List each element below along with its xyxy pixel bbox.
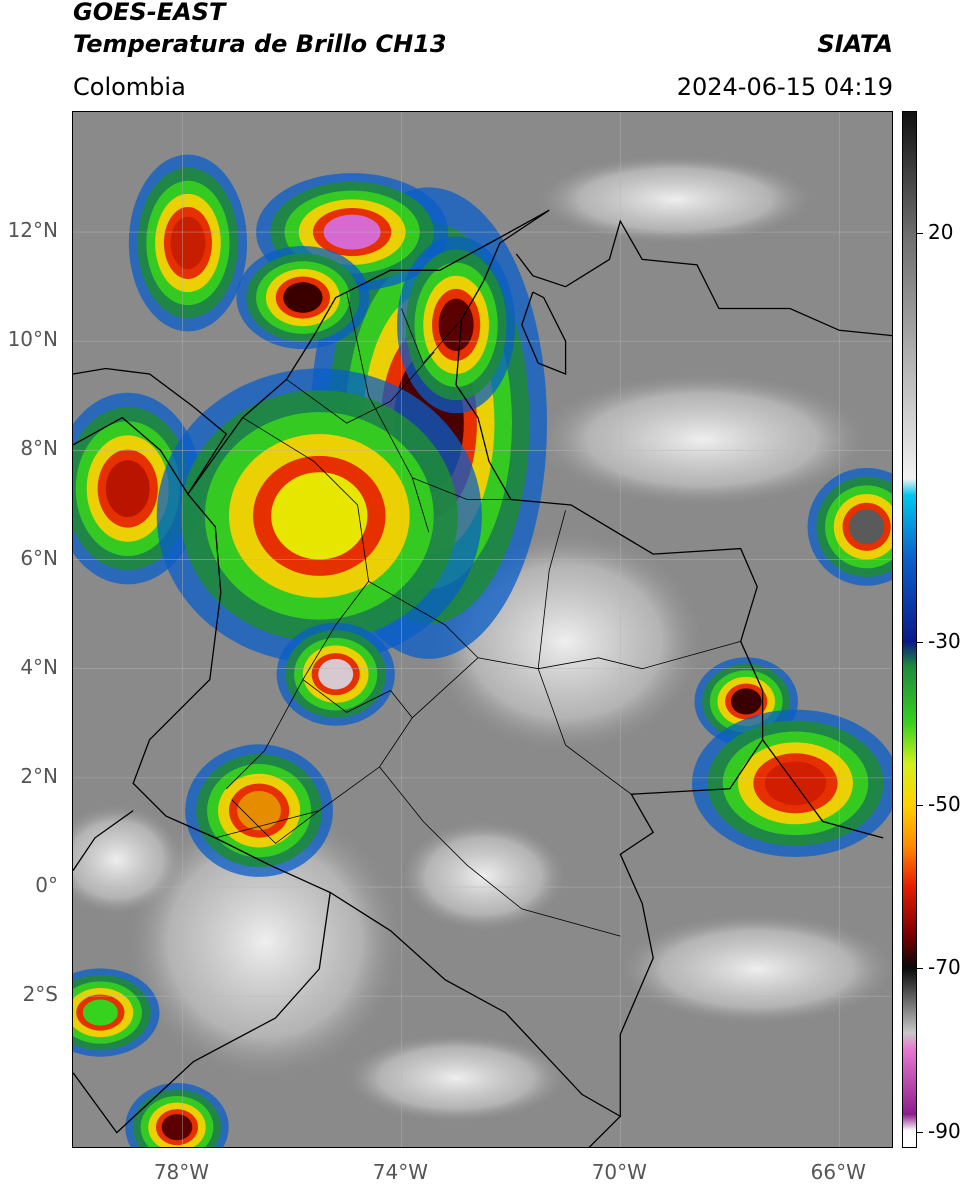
storm-core [849, 509, 885, 545]
cloud-patch-7 [346, 1034, 566, 1122]
lon-tick-label: 70°W [591, 1160, 647, 1184]
colorbar-tick-mark [917, 641, 923, 643]
lat-tick-label: 4°N [20, 654, 58, 679]
grid-layer [73, 112, 892, 1147]
storm-core [161, 1114, 193, 1141]
cloud-patch-5 [538, 155, 812, 243]
border-maracaibo-lake [521, 291, 567, 375]
colorbar-tick-mark [917, 805, 923, 807]
colorbar-tick-label: 20 [928, 220, 954, 245]
storm-cell-7 [276, 622, 395, 726]
lon-tick-label: 66°W [810, 1160, 866, 1184]
department-border-11 [401, 308, 462, 364]
lat-tick-label: 2°S [22, 982, 58, 1007]
storm-cell-3 [236, 245, 370, 350]
brand-label: SIATA [817, 30, 893, 58]
lon-tick-label: 78°W [153, 1160, 210, 1184]
colorbar-tick-label: -50 [928, 792, 961, 817]
department-border-10 [231, 799, 320, 844]
lat-tick-label: 12°N [7, 218, 58, 243]
colorbar-tick-mark [917, 968, 923, 970]
department-border-7 [537, 510, 566, 669]
storm-cell-4 [397, 236, 516, 414]
border-venezuela-coast [515, 219, 892, 337]
lon-tick-label: 74°W [372, 1160, 429, 1184]
department-border-6 [412, 477, 511, 500]
border-layer [73, 209, 892, 1147]
lat-tick-label: 10°N [7, 327, 58, 352]
lat-tick-label: 2°N [20, 763, 58, 788]
storm-cell-11 [807, 467, 892, 586]
storm-core [730, 688, 762, 715]
department-border-5 [379, 766, 621, 937]
cloud-patch-2 [401, 821, 566, 931]
storm-cell-2 [128, 154, 248, 332]
border-ecuador-peru [73, 892, 331, 1134]
department-border-9 [302, 679, 413, 719]
datetime-label: 2024-06-15 04:19 [676, 73, 893, 101]
department-border-1 [226, 417, 370, 790]
storm-core [170, 216, 206, 270]
storm-layer [73, 154, 892, 1147]
department-border-8 [286, 351, 435, 424]
storm-cell-8 [185, 744, 333, 877]
cloud-patch-6 [620, 914, 892, 1024]
border-ecuador-coast [73, 810, 134, 871]
lat-tick-label: 0° [35, 873, 58, 898]
satellite-title: GOES-EAST [73, 0, 226, 26]
storm-cell-13 [73, 968, 160, 1057]
cloud-patch-1 [127, 805, 402, 1079]
border-central-america [73, 367, 228, 496]
lat-tick-label: 6°N [20, 545, 58, 570]
colorbar-tick-label: -30 [928, 628, 961, 653]
storm-cell-10 [692, 709, 892, 857]
border-brazil-venezuela [762, 739, 884, 839]
colorbar-tick-mark [917, 1131, 923, 1133]
colorbar [902, 111, 917, 1148]
colorbar-tick-mark [917, 233, 923, 235]
lat-tick-label: 8°N [20, 436, 58, 461]
region-label: Colombia [73, 73, 186, 101]
storm-core [105, 460, 150, 517]
colorbar-tick-label: -70 [928, 955, 961, 980]
storm-core [283, 282, 323, 313]
storm-cell-12 [125, 1082, 229, 1147]
storm-core [82, 999, 118, 1026]
storm-core [237, 790, 281, 831]
map-canvas [73, 112, 892, 1147]
cloud-patch-3 [538, 373, 867, 505]
storm-core [438, 298, 474, 352]
storm-cell-6 [156, 368, 482, 664]
colorbar-tick-label: -90 [928, 1118, 961, 1143]
satellite-map[interactable] [72, 111, 893, 1148]
border-peru-brazil [588, 1115, 621, 1147]
storm-core [318, 658, 354, 690]
product-title: Temperatura de Brillo CH13 [73, 30, 447, 58]
department-border-0 [346, 292, 430, 533]
department-border-4 [537, 668, 632, 795]
border-colombia [132, 209, 764, 1118]
storm-core [271, 472, 368, 560]
